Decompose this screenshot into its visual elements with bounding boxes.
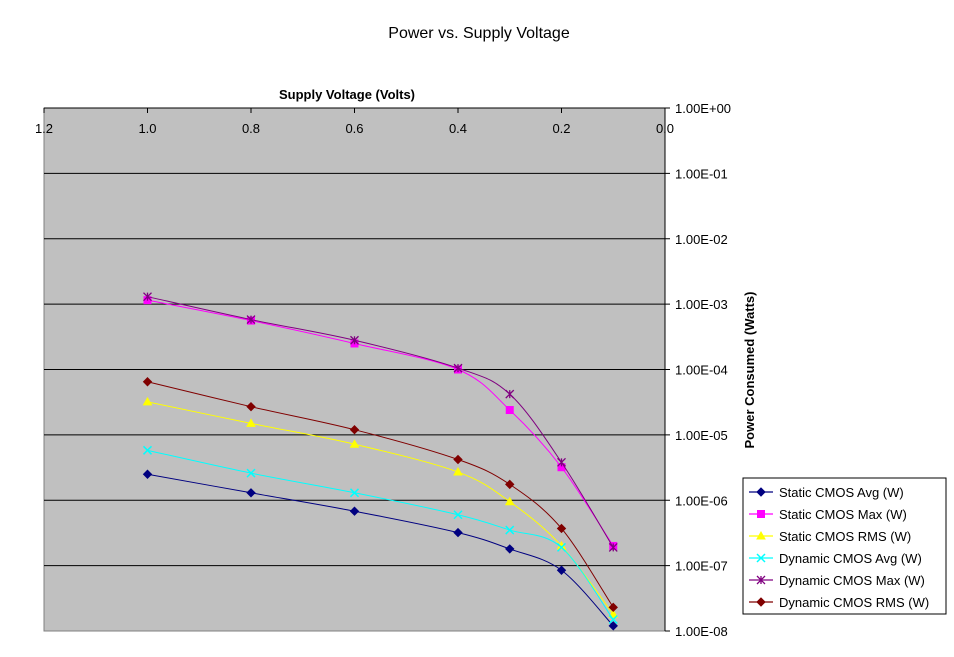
legend-marker-5: [756, 597, 766, 607]
legend-marker-3: [756, 553, 766, 563]
data-point-0-0: [142, 469, 153, 479]
y-tick-label-8: 1.00E-08: [675, 624, 728, 639]
y-ticks: 1.00E+00 1.00E-01 1.00E-02 1.00E-03 1.00E-04…: [665, 101, 731, 639]
x-ticks: 1.2 1.0 0.8 0.6 0.4 0.2 0.0: [35, 108, 674, 136]
legend-box: [742, 477, 947, 615]
data-point-0-5: [556, 565, 567, 575]
legend-label-5: Dynamic CMOS RMS (W): [779, 595, 929, 610]
data-point-3-2: [349, 488, 360, 498]
data-point-3-6: [608, 614, 618, 625]
legend-item-0: Static CMOS Avg (W): [749, 485, 904, 500]
legend-label-3: Dynamic CMOS Avg (W): [779, 551, 922, 566]
data-point-5-5: [556, 523, 567, 534]
data-point-3-4: [505, 525, 515, 535]
data-point-2-1: [246, 418, 256, 427]
data-point-0-4: [505, 544, 515, 554]
data-point-3-0: [142, 445, 153, 455]
x-tick-label-4: 0.4: [449, 121, 467, 136]
series-3: [142, 445, 618, 625]
y-tick-label-6: 1.00E-06: [675, 493, 728, 508]
y-tick-label-4: 1.00E-04: [675, 363, 728, 378]
x-tick-label-3: 0.6: [345, 121, 363, 136]
series: [142, 292, 619, 631]
data-point-3-3: [453, 510, 463, 520]
data-point-4-3: [453, 363, 463, 373]
data-point-3-5: [556, 542, 567, 552]
legend-marker-0: [756, 487, 766, 497]
data-point-3-1: [246, 468, 256, 478]
series-4: [143, 292, 618, 552]
data-point-5-0: [142, 377, 153, 387]
y-tick-label-2: 1.00E-02: [675, 232, 728, 247]
data-point-0-2: [349, 506, 360, 516]
data-point-4-4: [505, 389, 515, 399]
legend-item-5: Dynamic CMOS RMS (W): [749, 595, 929, 610]
y-tick-label-5: 1.00E-05: [675, 428, 728, 443]
y-tick-label-1: 1.00E-01: [675, 166, 728, 181]
legend-label-2: Static CMOS RMS (W): [779, 529, 911, 544]
series-5: [142, 377, 618, 613]
y-tick-label-0: 1.00E+00: [675, 101, 731, 116]
legend-item-1: Static CMOS Max (W): [749, 507, 907, 522]
data-point-4-5: [557, 457, 566, 467]
data-point-5-3: [453, 454, 463, 465]
data-point-2-3: [453, 467, 463, 476]
legend-item-4: Dynamic CMOS Max (W): [749, 573, 925, 588]
data-point-5-6: [608, 602, 618, 613]
data-point-1-4: [505, 406, 514, 415]
data-point-4-0: [143, 292, 152, 302]
data-point-0-1: [246, 488, 256, 498]
y-tick-label-7: 1.00E-07: [675, 559, 728, 574]
series-2: [142, 396, 619, 618]
y-tick-label-3: 1.00E-03: [675, 297, 728, 312]
legend-label-4: Dynamic CMOS Max (W): [779, 573, 925, 588]
data-point-2-6: [608, 609, 619, 618]
data-point-0-3: [453, 527, 463, 538]
y-axis-title: Power Consumed (Watts): [742, 292, 757, 449]
data-point-0-6: [608, 621, 618, 631]
legend-marker-2: [756, 530, 766, 540]
x-tick-label-2: 0.8: [242, 121, 260, 136]
data-point-2-4: [504, 496, 515, 506]
data-point-5-2: [349, 424, 360, 435]
data-point-5-1: [246, 401, 256, 412]
data-point-5-4: [505, 479, 515, 490]
legend-item-3: Dynamic CMOS Avg (W): [749, 551, 922, 566]
legend-marker-1: [757, 510, 765, 518]
legend: Static CMOS Avg (W) Static CMOS Max (W) St…: [742, 477, 947, 615]
x-axis-title: Supply Voltage (Volts): [279, 87, 415, 102]
data-point-4-1: [246, 315, 256, 325]
legend-item-2: Static CMOS RMS (W): [749, 529, 911, 544]
data-point-4-6: [608, 542, 618, 552]
legend-marker-4: [756, 575, 766, 585]
data-point-2-2: [349, 439, 360, 448]
x-tick-label-0: 1.2: [35, 121, 53, 136]
legend-label-0: Static CMOS Avg (W): [779, 485, 904, 500]
chart-title: Power vs. Supply Voltage: [388, 25, 570, 42]
x-tick-label-6: 0.0: [656, 121, 674, 136]
data-point-4-2: [350, 335, 359, 345]
series-0: [142, 469, 618, 631]
x-tick-label-5: 0.2: [552, 121, 570, 136]
legend-label-1: Static CMOS Max (W): [779, 507, 907, 522]
x-tick-label-1: 1.0: [138, 121, 156, 136]
data-point-2-0: [142, 396, 153, 406]
